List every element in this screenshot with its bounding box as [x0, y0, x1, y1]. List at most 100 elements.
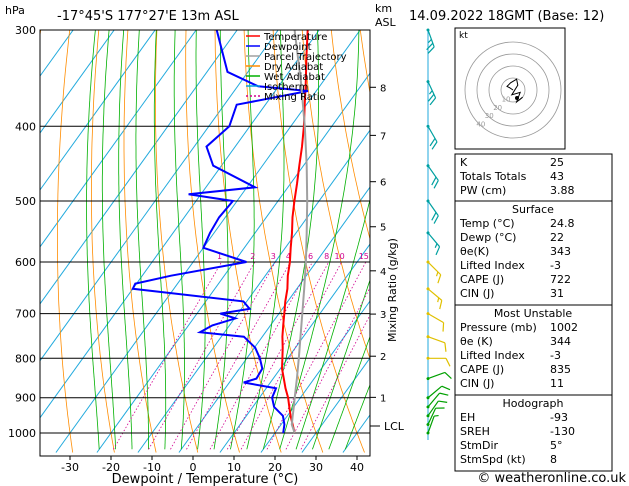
hodograph-table-key: SREH: [460, 425, 490, 438]
indices-table-value: 25: [550, 156, 564, 169]
wind-barb-flag: [439, 300, 443, 310]
hodograph-table-value: -93: [550, 411, 568, 424]
wind-barb: [426, 28, 435, 54]
mixing-ratio-label: 10: [335, 252, 345, 261]
wind-barb-flag: [438, 400, 448, 403]
parcel-trajectory-line: [290, 30, 309, 434]
surface-table-value: 343: [550, 245, 571, 258]
mixing-ratio-line: [148, 261, 256, 450]
wind-barb-dot: [426, 423, 430, 427]
wet-adiabat: [246, 30, 285, 450]
storm-motion-marker: [515, 96, 519, 100]
wind-barb-flag: [426, 42, 434, 51]
wet-adiabat: [312, 278, 370, 450]
x-tick-label: -10: [143, 461, 161, 474]
wet-adiabat: [230, 30, 255, 450]
indices-table-key: Totals Totals: [459, 170, 527, 183]
mixing-ratio-label: 15: [359, 252, 369, 261]
wind-barb-half: [428, 90, 433, 95]
wind-barb: [426, 260, 442, 284]
isotherm-line: [219, 243, 370, 453]
surface-table-title: Surface: [512, 203, 554, 216]
wind-barb: [426, 124, 438, 150]
isotherm-line: [0, 19, 40, 453]
wind-barb: [426, 164, 439, 189]
wet-adiabat: [195, 30, 206, 450]
surface-table-key: Temp (°C): [459, 217, 515, 230]
x-axis-label: Dewpoint / Temperature (°C): [112, 472, 299, 486]
wind-barb-dot: [426, 124, 430, 128]
unstable-table-key: θe (K): [460, 335, 493, 348]
km-tick-label: 8: [380, 83, 386, 94]
x-tick-label: -20: [102, 461, 120, 474]
unstable-table-value: 11: [550, 377, 564, 390]
isotherm-line: [40, 30, 197, 248]
hodograph-table-value: -130: [550, 425, 575, 438]
hodograph-table-value: 8: [550, 453, 557, 466]
isotherm-line: [178, 186, 370, 453]
wind-barb-flag: [445, 358, 451, 367]
wind-barb-flag: [433, 180, 439, 189]
indices-table-value: 43: [550, 170, 564, 183]
wind-barb-dot: [426, 80, 430, 84]
wind-barb-flag: [435, 246, 441, 256]
location-title: -17°45'S 177°27'E 13m ASL: [57, 9, 239, 24]
isotherm-line: [40, 30, 320, 419]
wind-barb: [426, 356, 451, 367]
wet-adiabat: [153, 30, 167, 450]
hodograph-table-key: StmSpd (kt): [460, 453, 526, 466]
wind-barb-half: [435, 271, 439, 277]
hodograph-table-value: 5°: [550, 439, 563, 452]
wind-barb: [426, 414, 439, 435]
unstable-table-value: -3: [550, 349, 561, 362]
unstable-table-frame: [454, 304, 613, 396]
wet-adiabat: [118, 30, 133, 450]
legend-label: Dewpoint: [264, 42, 312, 53]
hodograph-ring: [500, 77, 526, 103]
isotherm-line: [137, 129, 370, 453]
wet-adiabat: [295, 197, 370, 450]
wind-barb-flag: [431, 176, 437, 186]
dry-adiabat: [185, 30, 240, 453]
mixing-ratio-line: [113, 261, 222, 450]
wind-barb-staff: [427, 371, 446, 380]
mixing-ratio-line: [209, 261, 313, 450]
unstable-table-value: 835: [550, 363, 571, 376]
wind-barb-staff: [427, 385, 443, 399]
dry-adiabat: [40, 30, 42, 39]
wind-barb-staff: [427, 125, 438, 143]
km-label: km: [375, 2, 392, 15]
wind-barbs: [426, 28, 452, 440]
unstable-table-key: CIN (J): [460, 377, 494, 390]
wet-adiabat: [328, 335, 370, 450]
surface-table-key: θe(K): [460, 245, 489, 258]
pressure-tick-label: 700: [15, 308, 36, 321]
x-tick-label: 40: [350, 461, 364, 474]
wind-barb-staff: [427, 261, 442, 276]
wind-barb: [426, 80, 437, 106]
x-tick-label: 30: [309, 461, 323, 474]
wind-barb-half: [437, 297, 440, 303]
wind-barb: [426, 400, 448, 418]
wind-barb-dot: [426, 28, 430, 32]
km-tick-label: 4: [380, 267, 386, 278]
dry-adiabat: [57, 30, 74, 453]
indices-table-key: K: [460, 156, 468, 169]
wind-barb: [426, 231, 441, 256]
pressure-tick-label: 900: [15, 392, 36, 405]
wind-barb-flag: [429, 97, 437, 106]
hodograph-unit-label: kt: [459, 31, 468, 41]
hodograph-ring-label: 10: [502, 95, 511, 103]
wind-barb: [426, 371, 452, 381]
wind-barb-staff: [427, 407, 437, 425]
x-tick-label: 0: [190, 461, 197, 474]
km-tick-label: 5: [380, 223, 386, 234]
sounding-profiles: [131, 30, 309, 434]
wind-barb-dot: [426, 335, 430, 339]
wind-barb-dot: [426, 405, 430, 409]
wind-barb-flag: [444, 372, 452, 380]
legend-label: Wet Adiabat: [264, 72, 325, 83]
wind-barb-staff: [427, 288, 443, 301]
wind-barb: [426, 335, 447, 352]
